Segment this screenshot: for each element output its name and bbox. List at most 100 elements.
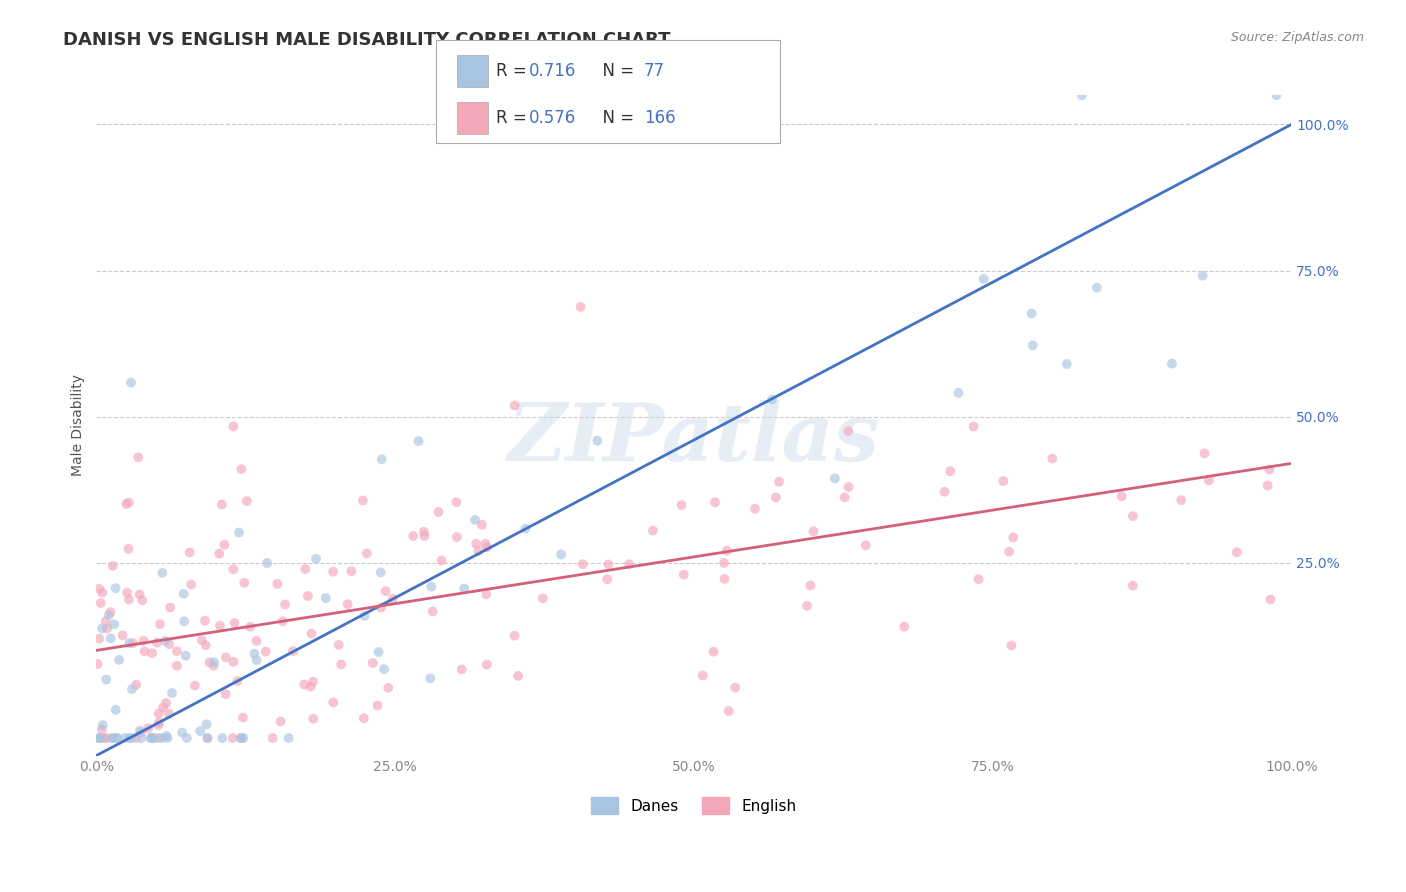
Point xyxy=(129,731,152,745)
Point xyxy=(641,524,664,538)
Point xyxy=(419,672,441,686)
Point xyxy=(222,731,245,745)
Point xyxy=(101,558,124,573)
Point xyxy=(118,495,141,509)
Point xyxy=(104,731,127,745)
Point xyxy=(569,300,592,314)
Point xyxy=(294,562,316,576)
Point xyxy=(222,419,245,434)
Point xyxy=(515,522,537,536)
Point xyxy=(692,668,714,682)
Point xyxy=(361,656,384,670)
Text: DANISH VS ENGLISH MALE DISABILITY CORRELATION CHART: DANISH VS ENGLISH MALE DISABILITY CORREL… xyxy=(63,31,671,49)
Point xyxy=(370,600,392,615)
Point xyxy=(617,558,640,572)
Point xyxy=(104,703,127,717)
Point xyxy=(939,464,962,478)
Point xyxy=(129,725,152,739)
Point xyxy=(322,695,344,709)
Point xyxy=(128,587,150,601)
Point xyxy=(765,491,787,505)
Point xyxy=(141,731,163,745)
Point xyxy=(93,731,115,745)
Point xyxy=(224,616,246,631)
Text: N =: N = xyxy=(592,62,640,79)
Legend: Danes, English: Danes, English xyxy=(585,790,803,821)
Point xyxy=(100,632,122,646)
Point xyxy=(270,714,292,729)
Point xyxy=(222,562,245,576)
Point xyxy=(131,593,153,607)
Point xyxy=(231,731,253,745)
Point xyxy=(134,644,156,658)
Point xyxy=(120,731,142,745)
Point xyxy=(125,678,148,692)
Point xyxy=(1122,579,1144,593)
Point xyxy=(117,541,139,556)
Text: 0.576: 0.576 xyxy=(529,109,576,127)
Point xyxy=(215,650,238,665)
Y-axis label: Male Disability: Male Disability xyxy=(72,375,86,476)
Point xyxy=(104,581,127,595)
Point xyxy=(672,567,695,582)
Point xyxy=(118,731,141,745)
Point xyxy=(328,638,350,652)
Point xyxy=(148,715,170,730)
Point xyxy=(254,644,277,658)
Point xyxy=(228,525,250,540)
Point xyxy=(90,596,112,610)
Point xyxy=(148,706,170,721)
Point xyxy=(586,434,609,448)
Point xyxy=(474,537,496,551)
Point xyxy=(232,711,254,725)
Point xyxy=(262,731,284,745)
Point xyxy=(353,608,375,623)
Point xyxy=(155,696,177,710)
Point xyxy=(202,658,225,673)
Point xyxy=(1226,545,1249,559)
Point xyxy=(374,584,396,599)
Point xyxy=(330,657,353,672)
Point xyxy=(1194,446,1216,460)
Point xyxy=(450,663,472,677)
Point xyxy=(336,597,359,611)
Point xyxy=(412,524,434,539)
Point xyxy=(598,558,620,572)
Point xyxy=(302,674,325,689)
Point xyxy=(89,582,111,596)
Point xyxy=(198,656,221,670)
Point xyxy=(1000,639,1022,653)
Point xyxy=(173,615,195,629)
Point xyxy=(160,686,183,700)
Point xyxy=(948,385,970,400)
Point xyxy=(531,591,554,606)
Point xyxy=(89,731,111,745)
Point xyxy=(281,644,304,658)
Point xyxy=(377,681,399,695)
Point xyxy=(211,498,233,512)
Point xyxy=(194,638,217,652)
Point xyxy=(208,547,231,561)
Point xyxy=(86,657,108,671)
Point xyxy=(211,731,233,745)
Point xyxy=(239,620,262,634)
Point xyxy=(90,731,112,745)
Point xyxy=(141,731,163,745)
Point xyxy=(422,604,444,618)
Point xyxy=(1085,280,1108,294)
Point xyxy=(94,614,117,628)
Point xyxy=(353,711,375,725)
Point xyxy=(315,591,337,605)
Point xyxy=(202,655,225,669)
Point xyxy=(150,731,173,745)
Point xyxy=(197,731,219,745)
Point xyxy=(157,637,180,651)
Text: R =: R = xyxy=(496,109,533,127)
Point xyxy=(704,495,727,509)
Point xyxy=(508,669,530,683)
Point xyxy=(98,605,121,619)
Point xyxy=(115,497,138,511)
Point xyxy=(299,626,322,640)
Point xyxy=(101,731,124,745)
Point xyxy=(96,673,118,687)
